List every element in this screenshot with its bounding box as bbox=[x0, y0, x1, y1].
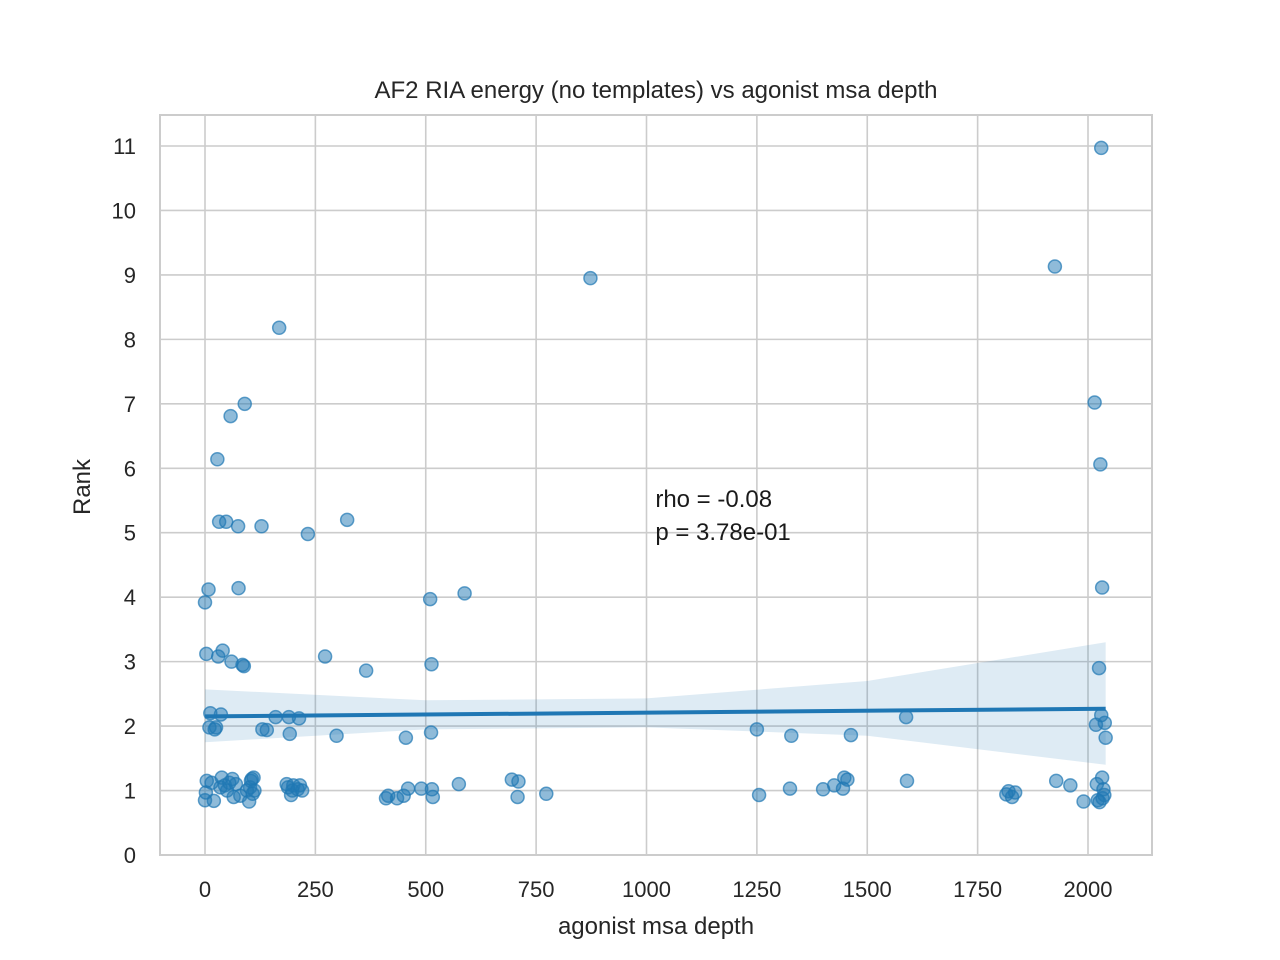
data-point bbox=[1093, 140, 1109, 156]
data-point bbox=[749, 722, 765, 737]
x-tick-label: 1500 bbox=[843, 877, 892, 902]
data-point bbox=[898, 709, 914, 725]
data-point bbox=[1063, 778, 1078, 793]
data-point bbox=[539, 786, 554, 802]
data-point bbox=[339, 512, 355, 528]
data-point bbox=[223, 408, 238, 424]
x-axis-label: agonist msa depth bbox=[558, 913, 754, 940]
chart-title: AF2 RIA energy (no templates) vs agonist… bbox=[375, 77, 938, 104]
data-point bbox=[451, 776, 467, 792]
data-point bbox=[398, 730, 414, 745]
data-point bbox=[271, 320, 287, 336]
regression-line-group bbox=[204, 706, 1106, 719]
x-tick-label: 1000 bbox=[622, 877, 671, 902]
data-point bbox=[254, 519, 269, 534]
y-tick-label: 4 bbox=[124, 585, 136, 610]
data-point bbox=[782, 781, 798, 796]
y-tick-label: 8 bbox=[124, 327, 136, 352]
data-point bbox=[247, 783, 262, 798]
data-point bbox=[300, 526, 316, 542]
data-point bbox=[899, 773, 915, 789]
data-point bbox=[231, 580, 246, 596]
y-tick-label: 9 bbox=[124, 263, 136, 288]
y-tick-label: 11 bbox=[113, 134, 136, 159]
y-tick-label: 5 bbox=[124, 521, 136, 546]
y-axis-label: Rank bbox=[69, 458, 96, 515]
x-tick-label: 500 bbox=[407, 877, 444, 902]
y-tick-label: 1 bbox=[124, 779, 136, 804]
data-point bbox=[1076, 794, 1091, 809]
data-point bbox=[1097, 715, 1113, 731]
data-point bbox=[1098, 730, 1113, 745]
data-point bbox=[215, 643, 230, 658]
y-tick-labels: 0 1 2 3 4 5 6 7 8 9 10 11 bbox=[112, 134, 136, 868]
data-point bbox=[230, 519, 246, 534]
data-point bbox=[425, 789, 441, 805]
data-point bbox=[1087, 395, 1102, 410]
data-point bbox=[751, 787, 767, 803]
data-point bbox=[400, 781, 416, 796]
data-point bbox=[317, 649, 333, 664]
data-point bbox=[259, 722, 275, 738]
data-point bbox=[206, 793, 222, 809]
data-point bbox=[423, 725, 439, 740]
data-point bbox=[1095, 791, 1110, 806]
data-point bbox=[1047, 259, 1063, 274]
data-point bbox=[583, 270, 598, 286]
data-point bbox=[1007, 785, 1023, 800]
data-point bbox=[843, 727, 859, 743]
data-point bbox=[210, 451, 225, 467]
data-point bbox=[236, 658, 252, 674]
x-tick-label: 0 bbox=[199, 877, 211, 902]
data-point bbox=[282, 726, 298, 742]
x-tick-label: 250 bbox=[297, 877, 334, 902]
data-point bbox=[424, 656, 439, 672]
data-point bbox=[201, 582, 216, 597]
data-point bbox=[329, 728, 344, 744]
data-points bbox=[197, 140, 1113, 810]
rho-annotation: rho = -0.08 bbox=[655, 486, 772, 513]
regression-line bbox=[204, 706, 1106, 719]
data-point bbox=[218, 514, 234, 530]
plot-frame bbox=[159, 114, 1153, 856]
data-point bbox=[358, 663, 374, 678]
data-point bbox=[457, 586, 472, 601]
p-value-annotation: p = 3.78e-01 bbox=[655, 519, 790, 546]
data-point bbox=[294, 783, 310, 798]
data-point bbox=[246, 770, 261, 785]
y-tick-label: 10 bbox=[112, 198, 136, 223]
data-point bbox=[511, 774, 526, 789]
plot-background bbox=[160, 115, 1152, 855]
y-tick-label: 0 bbox=[124, 843, 136, 868]
y-tick-label: 6 bbox=[124, 456, 136, 481]
data-point bbox=[197, 595, 213, 610]
data-point bbox=[422, 591, 438, 607]
data-point bbox=[1048, 773, 1064, 789]
y-tick-label: 2 bbox=[124, 714, 136, 739]
x-tick-label: 1250 bbox=[732, 877, 781, 902]
data-point bbox=[199, 646, 214, 662]
data-point bbox=[1091, 660, 1107, 676]
statistics-annotation: rho = -0.08 p = 3.78e-01 bbox=[655, 486, 790, 546]
x-tick-labels: 0 250 500 750 1000 1250 1500 1750 2000 bbox=[199, 877, 1113, 902]
data-point bbox=[237, 396, 252, 412]
confidence-band bbox=[205, 642, 1106, 765]
y-tick-label: 3 bbox=[124, 650, 136, 675]
data-point bbox=[840, 772, 855, 787]
x-tick-label: 750 bbox=[518, 877, 555, 902]
data-point bbox=[510, 789, 525, 805]
data-point bbox=[1093, 457, 1108, 472]
x-tick-label: 1750 bbox=[953, 877, 1002, 902]
data-point bbox=[208, 720, 224, 735]
y-tick-label: 7 bbox=[124, 392, 136, 417]
x-tick-label: 2000 bbox=[1064, 877, 1113, 902]
data-point bbox=[784, 728, 799, 744]
confidence-interval bbox=[205, 642, 1106, 765]
data-point bbox=[1094, 580, 1110, 595]
